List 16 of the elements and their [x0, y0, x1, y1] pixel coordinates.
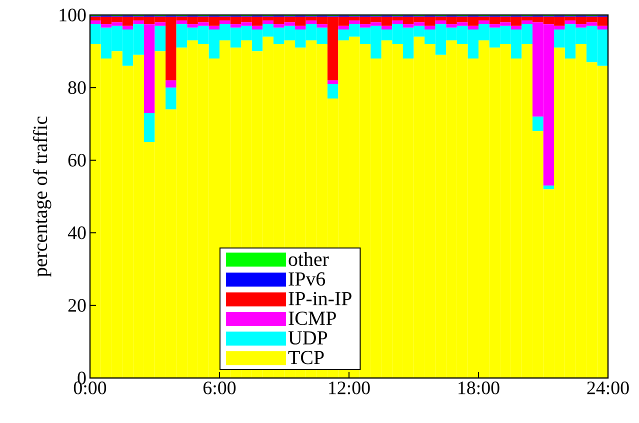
legend-label: IP-in-IP: [288, 292, 352, 306]
x-tick-label: 18:00: [458, 382, 500, 394]
legend-label: ICMP: [288, 312, 336, 326]
legend-label: UDP: [288, 331, 328, 345]
x-tick-label: 24:00: [587, 382, 629, 394]
legend-label: TCP: [288, 350, 324, 364]
legend-label: IPv6: [288, 272, 326, 286]
y-tick-label: 60: [68, 154, 86, 167]
legend-label: other: [288, 252, 329, 266]
x-tick-label: 6:00: [203, 382, 236, 394]
x-tick-label: 12:00: [329, 382, 370, 394]
y-tick-label: 100: [60, 8, 86, 22]
y-axis-title: percentage of traffic: [32, 116, 52, 277]
y-tick-label: 80: [68, 81, 86, 94]
y-tick-label: 20: [68, 299, 86, 312]
y-tick-label: 40: [68, 226, 86, 240]
